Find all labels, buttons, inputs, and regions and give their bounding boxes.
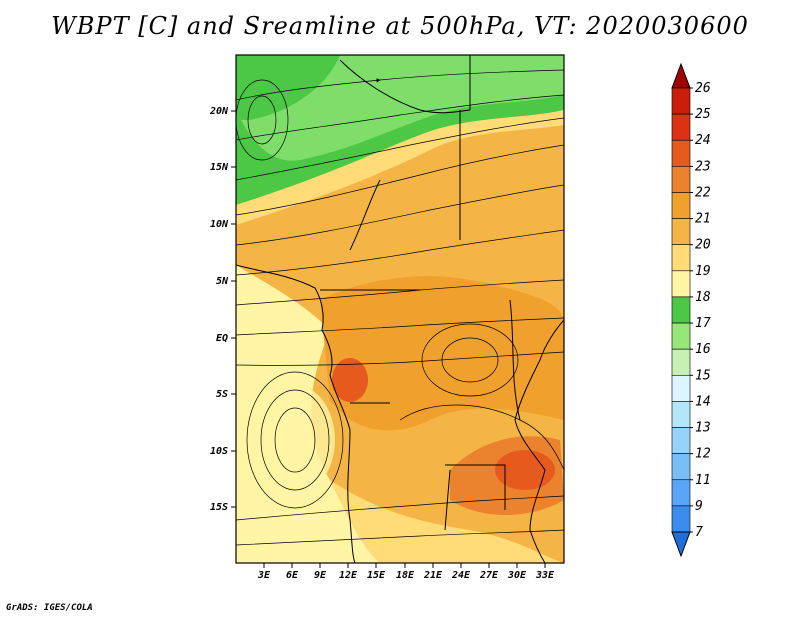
colorbar-bin — [671, 374, 691, 402]
lon-axis: 3E 6E 9E 12E 15E 18E 21E 24E 27E 30E 33E — [257, 563, 555, 581]
lon-tick-label: 6E — [286, 570, 299, 581]
colorbar-bin — [671, 270, 691, 298]
colorbar-label: 19 — [695, 264, 711, 279]
colorbar-label: 26 — [695, 81, 711, 96]
colorbar-bin — [671, 192, 691, 219]
lon-tick-label: 27E — [479, 570, 499, 581]
colorbar-max-triangle — [671, 62, 691, 89]
lon-tick-label: 12E — [339, 570, 358, 581]
colorbar-bin — [671, 296, 691, 324]
colorbar-label: 7 — [695, 525, 703, 540]
colorbar-bin — [671, 479, 691, 507]
colorbar-label: 11 — [695, 473, 711, 488]
colorbar-label: 17 — [695, 316, 711, 331]
lat-tick-label: 20N — [209, 106, 229, 117]
colorbar-label: 18 — [695, 290, 711, 305]
colorbar-label: 15 — [695, 368, 711, 383]
grads-credit: GrADS: IGES/COLA — [6, 603, 93, 613]
colorbar-label: 21 — [695, 212, 711, 227]
lat-tick-label: 10N — [210, 219, 229, 230]
lon-tick-label: 3E — [257, 570, 271, 581]
colorbar-label: 14 — [695, 394, 711, 409]
lon-tick-label: 18E — [396, 570, 415, 581]
lat-tick-label: 10S — [210, 446, 228, 457]
lat-axis: 20N 15N 10N 5N EQ 5S 10S 15S — [209, 106, 236, 513]
lon-tick-label: 9E — [314, 570, 327, 581]
lon-tick-label: 15E — [367, 570, 386, 581]
lat-tick-label: EQ — [216, 333, 228, 344]
colorbar-label: 12 — [695, 447, 711, 462]
colorbar-bin — [671, 139, 691, 167]
colorbar-bin — [671, 401, 691, 428]
colorbar-bin — [671, 166, 691, 193]
colorbar-bin — [671, 505, 691, 533]
wbpt-field — [236, 55, 564, 563]
lat-tick-label: 5S — [216, 389, 228, 400]
colorbar-min-triangle — [671, 531, 691, 558]
colorbar-bin — [671, 322, 691, 350]
colorbar-label: 16 — [695, 342, 711, 357]
lat-tick-label: 15S — [210, 502, 228, 513]
colorbar-label: 13 — [695, 421, 711, 436]
lon-tick-label: 30E — [507, 570, 527, 581]
colorbar-label: 24 — [695, 133, 711, 148]
lon-tick-label: 33E — [535, 570, 555, 581]
colorbar-label: 20 — [695, 238, 711, 253]
lat-tick-label: 15N — [210, 162, 229, 173]
colorbar-bin — [671, 427, 691, 454]
colorbar-bin — [671, 87, 691, 115]
colorbar-bin — [671, 218, 691, 246]
lat-tick-label: 5N — [216, 276, 229, 287]
lon-tick-label: 24E — [451, 570, 471, 581]
colorbar-label: 25 — [695, 107, 711, 122]
colorbar-label: 22 — [695, 185, 711, 200]
lon-tick-label: 21E — [423, 570, 443, 581]
colorbar-label: 9 — [695, 499, 703, 514]
streamlines — [236, 69, 564, 546]
coastlines — [236, 55, 564, 563]
colorbar: 26 25 24 23 22 21 20 19 18 17 16 15 14 13 12 11 9 7 — [671, 62, 711, 558]
map-frame — [235, 54, 565, 564]
map-title: WBPT [C] and Sreamline at 500hPa, VT: 20… — [51, 12, 749, 40]
colorbar-bin — [671, 244, 691, 272]
colorbar-bin — [671, 113, 691, 141]
colorbar-bin — [671, 348, 691, 376]
colorbar-label: 23 — [695, 159, 711, 174]
colorbar-bin — [671, 453, 691, 481]
